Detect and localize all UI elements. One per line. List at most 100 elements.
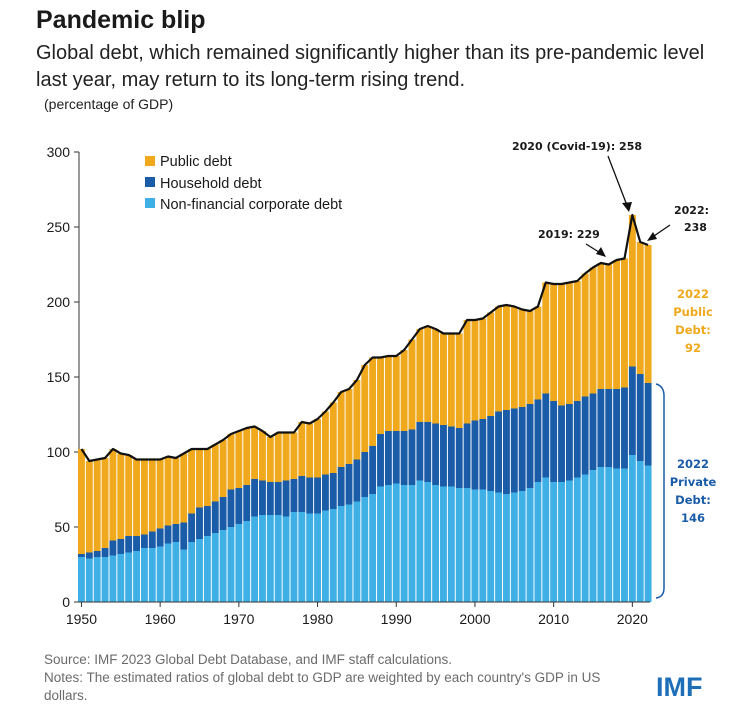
bar-household	[432, 423, 440, 485]
bar-household	[196, 507, 203, 539]
bar-household	[109, 540, 117, 556]
annotation-2022-value: 238	[684, 221, 707, 234]
bar-public	[495, 306, 503, 412]
y-tick-label: 300	[47, 144, 71, 160]
bar-household	[101, 548, 109, 557]
bar-corporate	[125, 552, 133, 602]
bar-corporate	[140, 548, 148, 602]
bar-household	[259, 480, 266, 515]
bar-household	[290, 479, 298, 512]
bar-corporate	[109, 555, 117, 602]
bar-public	[628, 215, 636, 367]
bar-corporate	[384, 485, 392, 602]
bar-household	[408, 429, 416, 485]
annotation-arrowhead-2022	[647, 232, 657, 241]
bar-public	[471, 320, 479, 421]
bar-corporate	[314, 513, 321, 602]
bar-household	[573, 401, 581, 478]
bar-household	[605, 389, 613, 467]
bar-household	[510, 408, 518, 493]
bar-corporate	[628, 455, 636, 602]
bar-household	[93, 551, 101, 557]
bar-household	[613, 389, 621, 469]
bar-corporate	[196, 539, 203, 602]
x-axis: 1950 1960 1970 1980 1990 2000 2010 2020	[66, 601, 650, 627]
bar-household	[502, 410, 510, 494]
bar-public	[534, 306, 542, 400]
bar-corporate	[542, 477, 550, 602]
bar-public	[101, 458, 109, 548]
legend-label-corporate: Non-financial corporate debt	[160, 197, 342, 213]
private-label-line-4: 146	[681, 511, 705, 525]
bar-household	[565, 404, 573, 481]
bar-corporate	[156, 546, 164, 602]
bar-public	[148, 459, 156, 532]
bar-household	[172, 524, 180, 542]
bar-household	[487, 416, 495, 491]
bar-corporate	[369, 494, 377, 602]
bar-public	[109, 449, 117, 541]
x-tick-label: 1980	[302, 611, 333, 627]
bar-household	[125, 536, 133, 553]
x-tick-label: 1960	[145, 611, 176, 627]
bar-household	[164, 525, 172, 544]
bar-household	[133, 536, 140, 551]
bar-household	[534, 399, 542, 482]
bar-household	[148, 531, 156, 548]
bar-public	[243, 428, 251, 485]
bar-corporate	[424, 482, 432, 602]
bar-household	[526, 404, 534, 488]
bar-household	[558, 405, 565, 482]
bar-household	[447, 426, 455, 487]
bar-corporate	[329, 509, 337, 602]
bar-public	[314, 419, 321, 478]
bar-corporate	[479, 489, 487, 602]
bar-household	[78, 554, 85, 557]
bar-household	[361, 452, 369, 497]
bar-corporate	[605, 467, 613, 602]
bar-public	[589, 267, 597, 394]
private-debt-bracket	[655, 383, 665, 599]
bar-public	[93, 459, 101, 551]
bar-corporate	[361, 497, 369, 602]
bar-corporate	[400, 485, 408, 602]
bar-public	[565, 282, 573, 404]
legend-label-public: Public debt	[160, 154, 232, 170]
bar-household	[424, 422, 432, 482]
bar-public	[384, 356, 392, 431]
bar-household	[353, 459, 361, 502]
legend-swatch-public	[145, 156, 155, 166]
bar-corporate	[219, 530, 227, 602]
bar-public	[117, 453, 125, 539]
annotation-arrowhead-2019	[596, 247, 606, 257]
total-debt-line	[80, 213, 649, 463]
source-text: Source: IMF 2023 Global Debt Database, a…	[44, 652, 452, 667]
chart-subtitle: Global debt, which remained significantl…	[36, 42, 705, 91]
bar-corporate	[613, 468, 621, 602]
bar-household	[644, 383, 652, 466]
bar-corporate	[227, 527, 235, 602]
bar-public	[290, 432, 298, 479]
bar-public	[164, 456, 172, 526]
bar-corporate	[282, 516, 290, 602]
bar-corporate	[463, 488, 471, 602]
bar-corporate	[133, 551, 140, 602]
bar-household	[306, 477, 314, 514]
bar-public	[605, 264, 613, 389]
bar-household	[156, 528, 164, 547]
bar-corporate	[558, 482, 565, 602]
bar-public	[140, 459, 148, 535]
bar-public	[251, 426, 259, 479]
bar-corporate	[353, 501, 361, 602]
bar-corporate	[117, 554, 125, 602]
bar-corporate	[408, 485, 416, 602]
bar-household	[243, 485, 251, 521]
private-label-line-2: Private	[670, 475, 717, 489]
bar-public	[361, 365, 369, 452]
bar-household	[180, 522, 188, 550]
bar-public	[440, 333, 447, 425]
bar-household	[274, 482, 282, 515]
private-label-line-1: 2022	[677, 457, 709, 471]
x-tick-label: 2020	[617, 611, 648, 627]
y-tick-label: 150	[47, 369, 71, 385]
